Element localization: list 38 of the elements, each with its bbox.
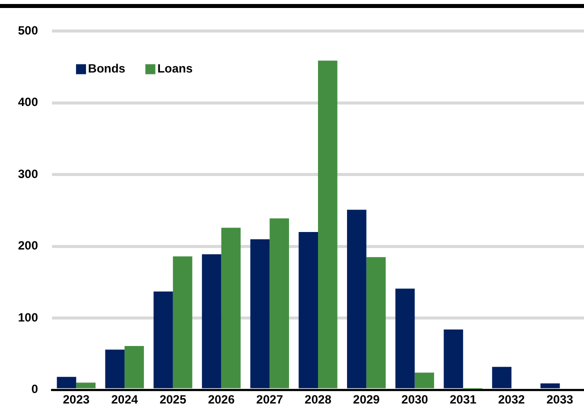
x-tick-label: 2032 — [498, 392, 526, 406]
x-tick-label: 2028 — [304, 392, 332, 406]
y-tick-label: 300 — [18, 166, 38, 181]
bar — [76, 382, 96, 388]
legend-label: Bonds — [88, 62, 126, 76]
y-tick-label: 500 — [18, 24, 38, 38]
x-tick-label: 2031 — [450, 392, 477, 406]
x-tick-label: 2025 — [160, 392, 187, 406]
x-tick-label: 2033 — [546, 392, 574, 406]
bar — [221, 228, 241, 388]
bar — [250, 239, 270, 388]
x-tick-label: 2024 — [111, 392, 138, 406]
bar — [366, 257, 386, 388]
x-tick-label: 2026 — [208, 392, 235, 406]
x-tick-label: 2030 — [401, 392, 428, 406]
y-tick-label: 0 — [31, 382, 38, 396]
bar — [172, 256, 192, 388]
bar — [270, 218, 289, 388]
bar — [540, 383, 560, 388]
bar — [347, 210, 366, 388]
bar — [105, 350, 125, 388]
bar — [124, 346, 144, 388]
bar — [318, 60, 338, 388]
x-tick-label: 2029 — [353, 392, 380, 406]
bar — [444, 330, 464, 388]
bar — [414, 372, 434, 388]
bar — [298, 232, 318, 388]
y-tick-label: 400 — [18, 95, 38, 110]
bar — [154, 292, 173, 388]
bar — [395, 288, 415, 388]
bar — [202, 254, 222, 388]
x-tick-label: 2027 — [256, 392, 284, 406]
bar — [492, 366, 512, 388]
y-tick-label: 200 — [18, 238, 38, 253]
legend-label: Loans — [157, 62, 194, 76]
x-tick-label: 2023 — [62, 392, 90, 406]
y-tick-label: 100 — [18, 310, 38, 324]
bar — [56, 376, 76, 388]
